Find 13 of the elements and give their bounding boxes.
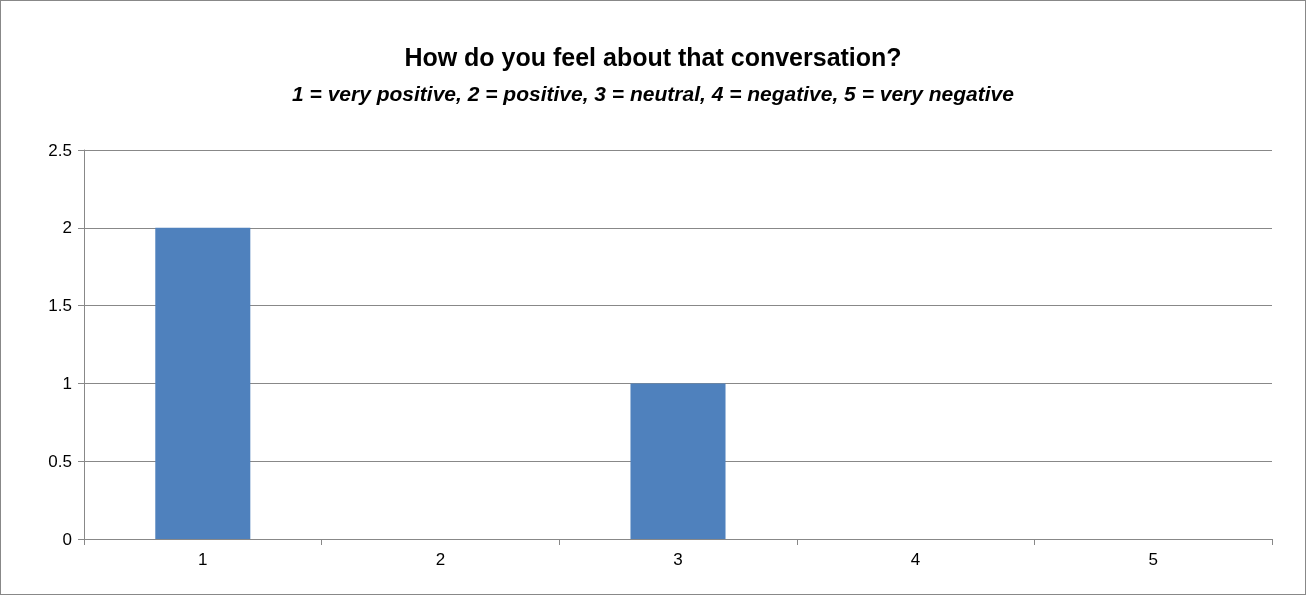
y-tick-label: 2.5 <box>48 140 72 160</box>
x-tick-label: 2 <box>435 550 446 569</box>
y-tick-label: 0 <box>62 529 72 549</box>
y-tick-label: 1.5 <box>48 296 72 316</box>
chart-title: How do you feel about that conversation? <box>404 42 902 71</box>
x-tick-label: 4 <box>910 550 921 569</box>
x-tick-label: 3 <box>673 550 683 569</box>
y-tick-label: 2 <box>62 218 72 238</box>
x-tick-label: 1 <box>198 550 208 569</box>
y-tick-label: 1 <box>62 373 72 393</box>
x-tick-label: 5 <box>1148 550 1158 569</box>
chart-subtitle: 1 = very positive, 2 = positive, 3 = neutral, 4 = negative, 5 = very negative <box>292 82 1015 105</box>
y-tick-label: 0.5 <box>48 451 72 471</box>
